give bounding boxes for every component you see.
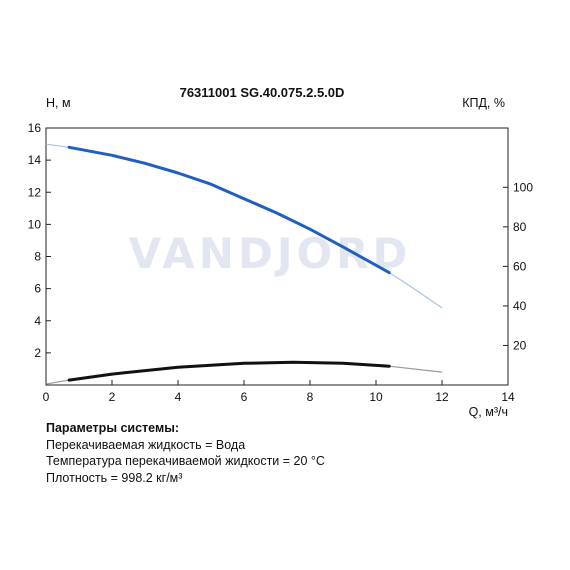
system-parameters: Параметры системы: Перекачиваемая жидкос… bbox=[46, 420, 325, 486]
y-axis-left-title: Н, м bbox=[46, 96, 71, 110]
y-left-tick-label: 2 bbox=[34, 346, 41, 360]
y-left-tick-label: 16 bbox=[28, 121, 42, 135]
y-right-tick-label: 60 bbox=[513, 259, 527, 273]
y-right-tick-label: 20 bbox=[513, 338, 527, 352]
y-left-tick-label: 10 bbox=[28, 217, 42, 231]
x-tick-label: 12 bbox=[435, 390, 449, 404]
param-liquid: Перекачиваемая жидкость = Вода bbox=[46, 437, 246, 452]
params-heading: Параметры системы: bbox=[46, 421, 180, 435]
y-right-tick-label: 40 bbox=[513, 299, 527, 313]
efficiency-curve-extension-end bbox=[389, 365, 443, 373]
efficiency-curve bbox=[67, 360, 391, 382]
axis-ticks: 0 2 4 6 8 10 12 14 2 4 6 8 10 12 14 16 20 40 60 80 100 bbox=[28, 121, 534, 404]
head-curve-extension-start bbox=[45, 143, 70, 148]
x-tick-label: 10 bbox=[369, 390, 383, 404]
y-left-tick-label: 8 bbox=[34, 250, 41, 264]
y-left-tick-label: 12 bbox=[28, 185, 42, 199]
x-tick-label: 2 bbox=[109, 390, 116, 404]
param-density: Плотность = 998.2 кг/м³ bbox=[46, 470, 183, 485]
y-left-tick-label: 14 bbox=[28, 153, 42, 167]
x-tick-label: 4 bbox=[175, 390, 182, 404]
series-layer bbox=[45, 143, 443, 385]
x-tick-label: 0 bbox=[43, 390, 50, 404]
pump-curve-chart: 76311001 SG.40.075.2.5.0D Н, м КПД, % Q,… bbox=[28, 85, 534, 419]
y-left-tick-label: 6 bbox=[34, 282, 41, 296]
param-temperature: Температура перекачиваемой жидкости = 20… bbox=[46, 454, 325, 468]
watermark-logo: VANDJORD bbox=[129, 229, 412, 278]
x-axis-title: Q, м³/ч bbox=[469, 405, 508, 419]
x-tick-label: 14 bbox=[501, 390, 515, 404]
chart-title: 76311001 SG.40.075.2.5.0D bbox=[180, 85, 345, 100]
y-right-tick-label: 80 bbox=[513, 220, 527, 234]
y-left-tick-label: 4 bbox=[34, 314, 41, 328]
efficiency-curve-extension-start bbox=[45, 379, 70, 385]
y-right-tick-label: 100 bbox=[513, 180, 533, 194]
y-axis-right-title: КПД, % bbox=[462, 96, 505, 110]
head-curve bbox=[67, 145, 391, 275]
x-tick-label: 6 bbox=[241, 390, 248, 404]
x-tick-label: 8 bbox=[307, 390, 314, 404]
head-curve-extension-end bbox=[388, 272, 443, 309]
